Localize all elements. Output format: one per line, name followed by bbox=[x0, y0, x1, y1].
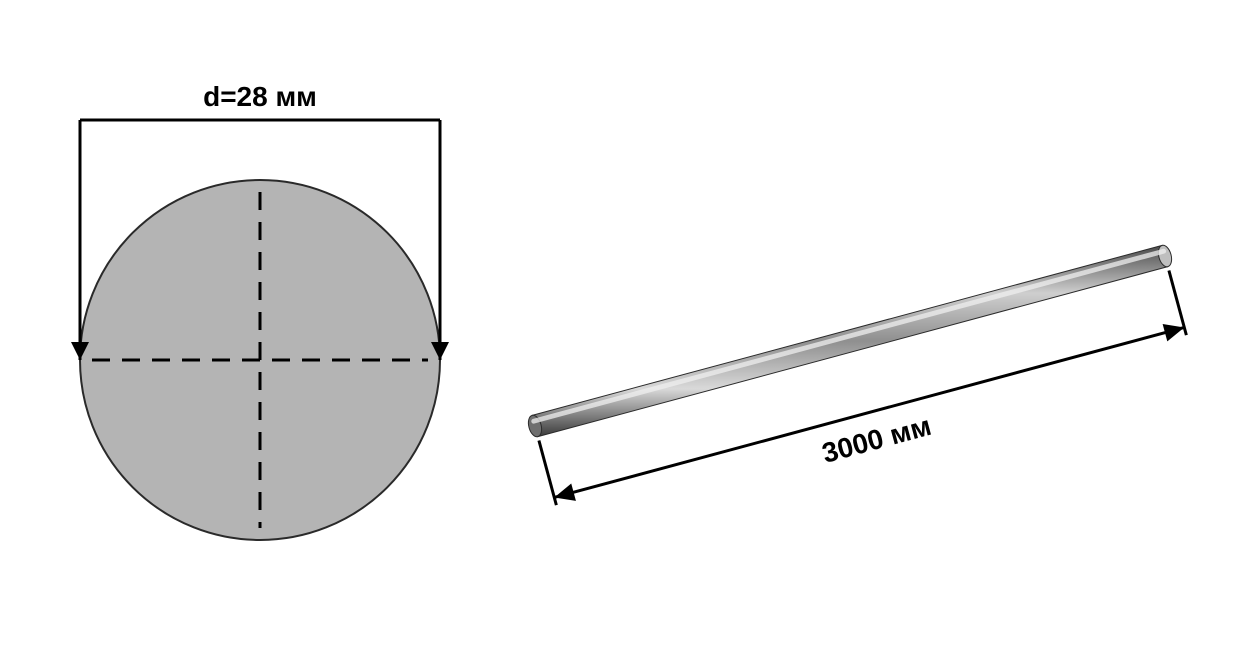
arrowhead-icon bbox=[554, 484, 576, 501]
cross-section: d=28 мм bbox=[71, 81, 449, 540]
technical-drawing: d=28 мм 3000 мм bbox=[0, 0, 1240, 660]
diameter-label: d=28 мм bbox=[203, 81, 317, 112]
length-ext-left bbox=[539, 440, 556, 505]
rod-view: 3000 мм bbox=[526, 244, 1186, 505]
arrowhead-icon bbox=[1163, 324, 1185, 341]
length-dim-line bbox=[554, 327, 1184, 497]
drawing-svg: d=28 мм 3000 мм bbox=[0, 0, 1240, 660]
length-label: 3000 мм bbox=[819, 410, 935, 469]
rod-highlight bbox=[534, 251, 1164, 421]
